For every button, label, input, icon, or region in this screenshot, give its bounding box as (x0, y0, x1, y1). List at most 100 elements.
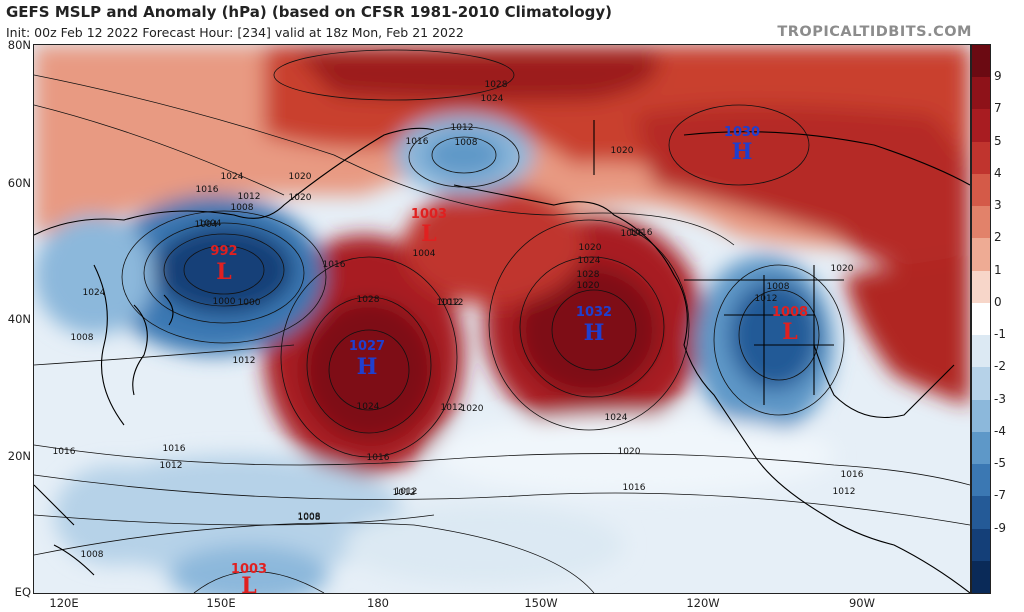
isobar-label: 1020 (461, 404, 484, 414)
high-marker: H (357, 354, 378, 380)
colorbar-segment (972, 399, 990, 433)
isobar-labels: 1028 1024 1016 1012 1008 1004 1000 1020 … (53, 80, 864, 560)
pressure-centers: 992 L 1003 L 1027 H 1032 H 1030 H 1008 L… (210, 125, 808, 593)
isobar-label: 1016 (630, 228, 653, 238)
isobar-label: 1008 (298, 513, 321, 523)
isobar-label: 1016 (323, 260, 346, 270)
colorbar-label: 2 (994, 230, 1002, 245)
isobar-label: 1016 (841, 470, 864, 480)
isobar-label: 1024 (357, 402, 380, 412)
isobar-label: 1012 (441, 403, 464, 413)
colorbar-label: -3 (994, 391, 1006, 406)
colorbar-segment (972, 141, 990, 175)
isobar-label: 1028 (485, 80, 508, 90)
colorbar-segment (972, 560, 990, 594)
lon-label-90w: 90W (848, 596, 876, 610)
low-marker: L (782, 319, 797, 345)
colorbar-label: 4 (994, 165, 1002, 180)
lat-label-eq: EQ (14, 585, 31, 599)
isobar-label: 1008 (298, 512, 321, 522)
colorbar-label: -1 (994, 327, 1006, 342)
colorbar-label: 9 (994, 69, 1002, 84)
isobar-label: 1024 (221, 172, 244, 182)
center-value-1032: 1032 (576, 305, 612, 320)
colorbar-segment (972, 302, 990, 336)
isobar-label: 1020 (577, 281, 600, 291)
isobar-label: 1012 (755, 294, 778, 304)
lon-label-120e: 120E (49, 596, 79, 610)
lon-label-180: 180 (367, 596, 389, 610)
isobar-label: 1004 (199, 219, 222, 229)
colorbar-segment (972, 173, 990, 207)
colorbar-label: 0 (994, 294, 1002, 309)
isobar-label: 1016 (196, 185, 219, 195)
isobar-label: 1016 (367, 453, 390, 463)
isobar-label: 1020 (579, 243, 602, 253)
isobar-label: 1028 (577, 270, 600, 280)
colorbar-segment (972, 109, 990, 143)
isobar-label: 1024 (481, 94, 504, 104)
isobar-label: 1020 (289, 193, 312, 203)
colorbar-label: 3 (994, 198, 1002, 213)
isobar-label: 1012 (393, 488, 416, 498)
map-canvas: 992 L 1003 L 1027 H 1032 H 1030 H 1008 L… (34, 45, 970, 593)
isobar-label: 1020 (289, 172, 312, 182)
isobar-label: 1024 (605, 413, 628, 423)
center-value-1008: 1008 (772, 305, 808, 320)
map-title: GEFS MSLP and Anomaly (hPa) (based on CF… (6, 3, 612, 21)
lat-label-60n: 60N (7, 176, 31, 190)
isobar-label: 1000 (238, 298, 261, 308)
map-panel: 992 L 1003 L 1027 H 1032 H 1030 H 1008 L… (33, 44, 971, 594)
isobar-label: 1028 (357, 295, 380, 305)
isobar-label: 1020 (831, 264, 854, 274)
isobar-label: 1016 (406, 137, 429, 147)
low-marker: L (241, 573, 256, 593)
coastlines (34, 120, 970, 593)
isobar-label: 1000 (213, 297, 236, 307)
colorbar-segment (972, 45, 990, 78)
colorbar-segment (972, 367, 990, 401)
lon-label-150e: 150E (206, 596, 236, 610)
center-value-1030: 1030 (724, 125, 760, 140)
colorbar-label: -2 (994, 359, 1006, 374)
isobar-label: 1020 (618, 447, 641, 457)
colorbar-label: -7 (994, 488, 1006, 503)
colorbar-segment (972, 335, 990, 368)
isobar-label: 1016 (623, 483, 646, 493)
colorbar-label: 7 (994, 101, 1002, 116)
isobar-label: 1008 (81, 550, 104, 560)
center-value-1003-tropics: 1003 (231, 562, 267, 577)
colorbar-label: -4 (994, 423, 1006, 438)
colorbar-segment (972, 206, 990, 239)
colorbar-label: -5 (994, 456, 1006, 471)
isobar-label: 1012 (160, 461, 183, 471)
isobar-label: 1024 (83, 288, 106, 298)
brand-watermark: TROPICALTIDBITS.COM (777, 24, 972, 40)
center-value-1027: 1027 (349, 339, 385, 354)
colorbar-segment (972, 464, 990, 497)
isobar-label: 1016 (163, 444, 186, 454)
isobar-label: 1008 (767, 282, 790, 292)
high-marker: H (584, 320, 605, 346)
colorbar-segment (972, 270, 990, 304)
colorbar-segment (972, 431, 990, 465)
colorbar-label: 5 (994, 133, 1002, 148)
center-value-992: 992 (210, 244, 237, 259)
colorbar (971, 44, 991, 594)
center-value-1003: 1003 (411, 207, 447, 222)
isobar-label: 1012 (451, 123, 474, 133)
colorbar-label: 1 (994, 262, 1002, 277)
isobar-label: 1024 (578, 256, 601, 266)
lon-label-120w: 120W (686, 596, 720, 610)
isobar-label: 1012 (437, 298, 460, 308)
map-subtitle: Init: 00z Feb 12 2022 Forecast Hour: [23… (6, 25, 464, 40)
isobar-label: 1012 (441, 298, 464, 308)
isobar-label: 1004 (413, 249, 436, 259)
isobar-label: 1004 (195, 220, 218, 230)
high-marker: H (732, 139, 753, 165)
lat-label-80n: 80N (7, 38, 31, 52)
lat-label-20n: 20N (7, 449, 31, 463)
isobar-label: 1012 (395, 487, 418, 497)
anomaly-field (34, 45, 970, 593)
lat-label-40n: 40N (7, 312, 31, 326)
